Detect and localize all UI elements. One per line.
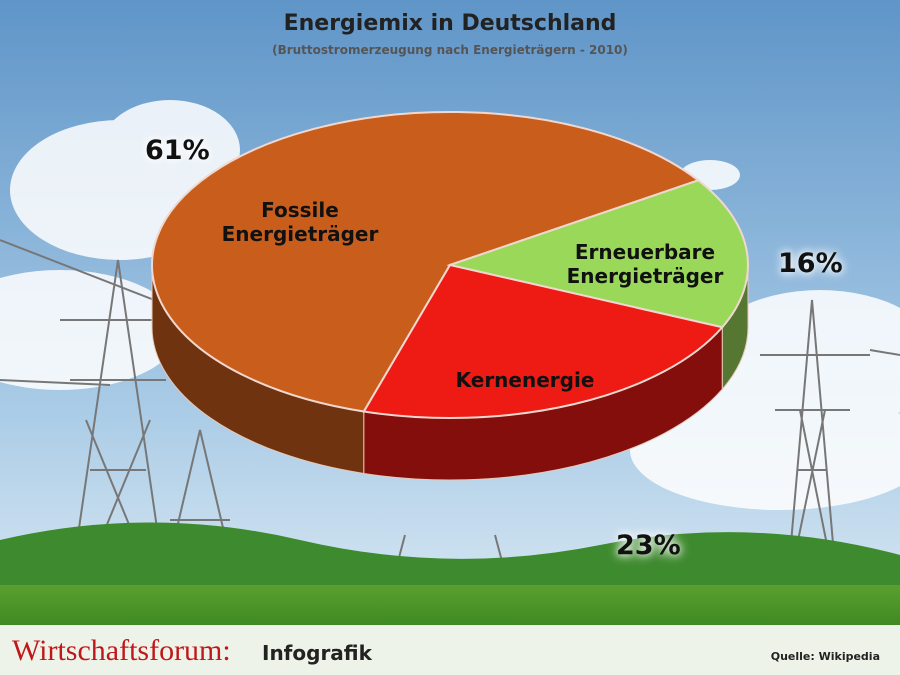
field <box>0 585 900 625</box>
footer-band <box>0 625 900 675</box>
footer-kind: Infografik <box>262 641 373 665</box>
slice <box>151 111 701 413</box>
chart-subtitle: (Bruttostromerzeugung nach Energieträger… <box>272 43 628 57</box>
value-label: 16% <box>778 248 843 279</box>
slice <box>362 263 725 419</box>
slice-label: Fossile Energieträger <box>221 198 379 246</box>
footer-source: Quelle: Wikipedia <box>771 650 880 663</box>
value-label: 61% <box>145 135 210 166</box>
slice-label: Erneuerbare Energieträger <box>566 240 724 288</box>
slice-label: Kernenergie <box>455 368 595 392</box>
value-label: 23% <box>616 530 681 561</box>
chart-title: Energiemix in Deutschland <box>284 11 617 36</box>
pie <box>151 111 749 481</box>
footer-brand: Wirtschaftsforum: <box>12 634 231 667</box>
slice <box>446 179 749 329</box>
